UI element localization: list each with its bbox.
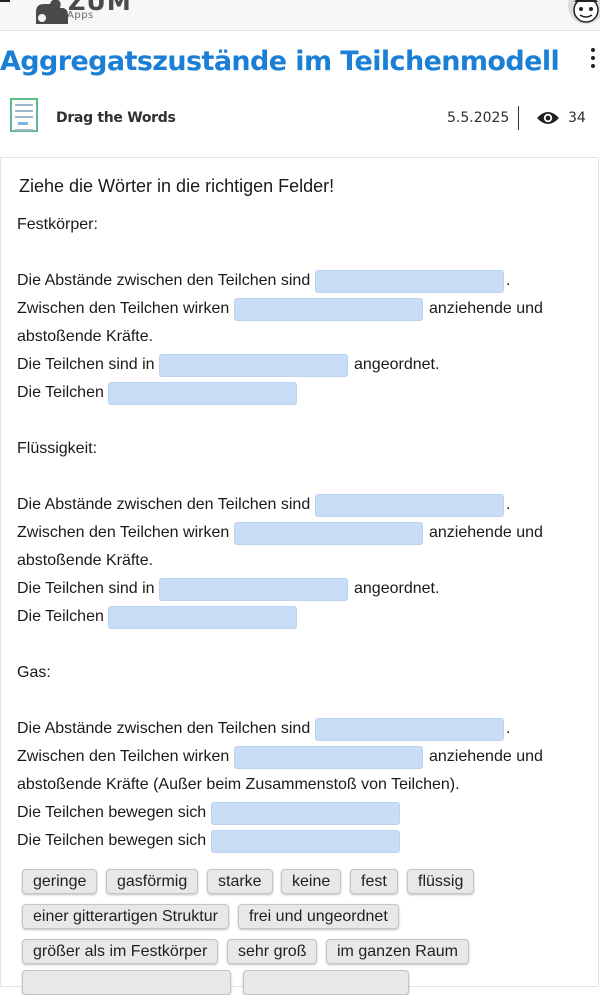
page-title: Aggregatszustände im Teilchenmodell [0,46,560,77]
avatar[interactable] [568,0,600,24]
word-chip[interactable]: flüssig [407,869,475,894]
view-count: 34 [568,110,586,126]
sentence-text: . [506,272,511,289]
menu-icon[interactable] [0,0,12,8]
drop-zone[interactable] [211,802,400,825]
sentence-text: Zwischen den Teilchen wirken [17,748,230,765]
sentence-text: abstoßende Kräfte. [17,552,154,569]
content-type-label: Drag the Words [56,110,176,126]
word-chip[interactable]: frei und ungeordnet [238,904,399,929]
sentence-text: . [506,496,511,513]
word-chip[interactable]: größer als im Festkörper [22,939,219,964]
drop-zone[interactable] [108,382,297,405]
sentence-text: anziehende und [429,524,543,541]
drop-zone[interactable] [315,494,504,517]
sentence-text: angeordnet. [354,580,440,597]
word-chip[interactable]: keine [281,869,342,894]
word-chip-partial[interactable] [22,970,231,995]
drop-zone[interactable] [234,522,423,545]
drop-zone[interactable] [211,830,400,853]
drop-zone[interactable] [315,718,504,741]
sentence-text: Die Teilchen sind in [17,580,155,597]
sentence-text: Die Abstände zwischen den Teilchen sind [17,720,311,737]
sentence-text: Die Teilchen sind in [17,356,155,373]
sentence-text: Die Teilchen [17,608,104,625]
eye-icon [537,112,559,124]
brand-sub: Apps [67,10,94,21]
drop-zone[interactable] [234,746,423,769]
sentence-text: Die Teilchen bewegen sich [17,832,207,849]
drop-zone[interactable] [159,354,348,377]
word-chip[interactable]: gasförmig [106,869,199,894]
sentence-text: angeordnet. [354,356,440,373]
word-chip[interactable]: im ganzen Raum [326,939,469,964]
word-chip[interactable]: geringe [22,869,98,894]
sentence-text: Die Teilchen [17,384,104,401]
sentence-text: . [506,720,511,737]
word-chip[interactable]: fest [350,869,398,894]
task-instruction: Ziehe die Wörter in die richtigen Felder… [19,176,335,196]
drop-zone[interactable] [234,298,423,321]
word-chip[interactable]: einer gitterartigen Struktur [22,904,229,929]
sentence-text: anziehende und [429,300,543,317]
top-bar: ZUM Apps [0,0,600,31]
sentence-text: anziehende und [429,748,543,765]
brand-name: ZUM [68,0,132,16]
section-heading-solid: Festkörper: [17,216,98,233]
section-heading-liquid: Flüssigkeit: [17,440,98,457]
meta-divider [518,106,519,130]
word-chip[interactable]: starke [207,869,273,894]
drop-zone[interactable] [108,606,297,629]
drag-the-words-icon [10,98,38,132]
word-chip[interactable]: sehr groß [227,939,318,964]
drop-zone[interactable] [159,578,348,601]
word-chip-partial[interactable] [243,970,409,995]
sentence-text: abstoßende Kräfte. [17,328,154,345]
sentence-text: Die Abstände zwischen den Teilchen sind [17,272,311,289]
publish-date: 5.5.2025 [447,110,510,126]
sentence-text: Zwischen den Teilchen wirken [17,300,230,317]
sentence-text: abstoßende Kräfte (Außer beim Zusammenst… [17,776,460,793]
zum-logo-icon[interactable] [30,0,140,24]
sentence-text: Zwischen den Teilchen wirken [17,524,230,541]
avatar-face-icon [573,0,599,23]
drop-zone[interactable] [315,270,504,293]
section-heading-gas: Gas: [17,664,51,681]
sentence-text: Die Abstände zwischen den Teilchen sind [17,496,311,513]
sentence-text: Die Teilchen bewegen sich [17,804,207,821]
meta-row: Drag the Words 5.5.2025 34 [0,96,600,138]
more-vert-icon[interactable] [589,48,597,70]
